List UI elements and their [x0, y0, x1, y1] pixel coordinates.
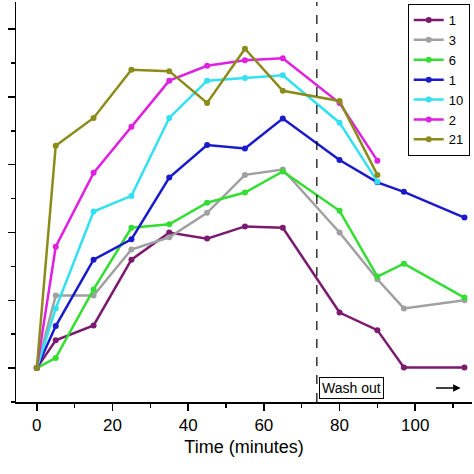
svg-text:2: 2: [449, 113, 456, 128]
svg-text:1: 1: [449, 73, 456, 88]
svg-text:10: 10: [449, 93, 463, 108]
svg-text:3: 3: [449, 33, 456, 48]
svg-text:1: 1: [449, 13, 456, 28]
svg-text:60: 60: [254, 416, 273, 435]
svg-text:80: 80: [330, 416, 349, 435]
svg-text:21: 21: [449, 132, 463, 147]
svg-text:Wash out: Wash out: [322, 380, 381, 396]
svg-text:Time (minutes): Time (minutes): [184, 437, 303, 457]
svg-text:6: 6: [449, 53, 456, 68]
svg-text:20: 20: [103, 416, 122, 435]
svg-text:0: 0: [32, 416, 41, 435]
svg-text:100: 100: [401, 416, 429, 435]
svg-text:40: 40: [179, 416, 198, 435]
